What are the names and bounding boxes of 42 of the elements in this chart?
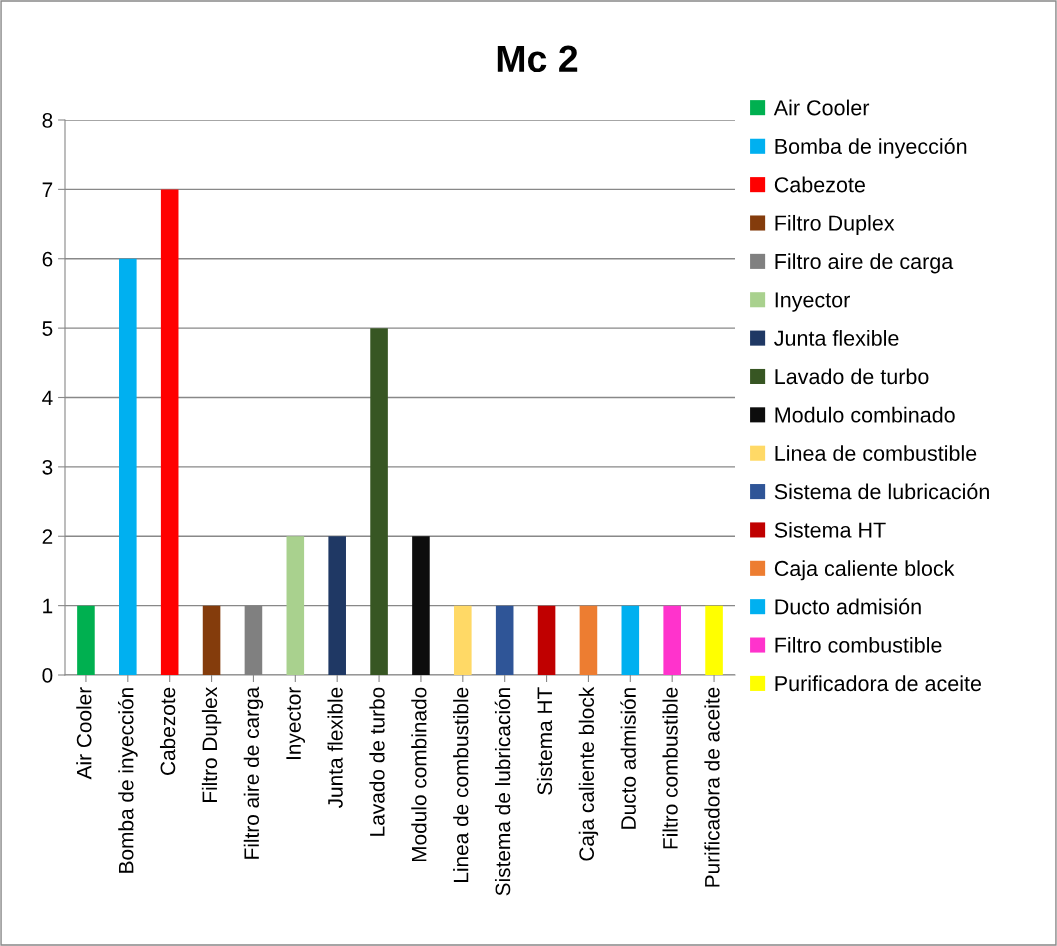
x-tick-label: Bomba de inyección xyxy=(117,688,138,873)
y-tick-label: 1 xyxy=(43,598,53,614)
legend-label: Linea de combustible xyxy=(775,445,977,461)
x-tick-label: Lavado de turbo xyxy=(369,687,385,836)
legend-label: Air Cooler xyxy=(773,99,870,116)
legend-label: Ducto admisión xyxy=(775,598,921,615)
x-tick-label: Linea de combustible xyxy=(453,687,469,882)
x-tick-label: Air Cooler xyxy=(76,687,92,780)
y-tick-label: 3 xyxy=(42,459,53,475)
legend-label: Filtro combustible xyxy=(775,636,942,653)
x-tick-label: Inyector xyxy=(286,687,306,759)
legend-label: Caja caliente block xyxy=(774,560,955,581)
legend-label: Filtro aire de carga xyxy=(775,253,954,274)
x-tick-label: Cabezote xyxy=(159,687,176,775)
y-tick-label: 8 xyxy=(42,113,53,128)
y-tick-label: 6 xyxy=(42,251,53,267)
x-tick-label: Filtro Duplex xyxy=(201,687,222,803)
legend-label: Junta flexible xyxy=(774,330,899,346)
legend-label: Cabezote xyxy=(774,176,865,193)
y-tick-label: 2 xyxy=(42,529,53,544)
x-tick-label: Filtro aire de carga xyxy=(243,686,264,859)
x-tick-label: Modulo combinado xyxy=(411,687,427,862)
legend-label: Purificadora de aceite xyxy=(775,675,982,692)
x-tick-label: Purificadora de aceite xyxy=(704,687,720,887)
legend-label: Filtro Duplex xyxy=(775,214,895,236)
legend-label: Inyector xyxy=(775,292,850,312)
legend-label: Bomba de inyección xyxy=(775,137,967,159)
x-tick-label: Sistema de lubricación xyxy=(494,688,511,896)
y-tick-label: 7 xyxy=(42,182,53,197)
y-tick-label: 0 xyxy=(42,668,53,683)
legend-label: Lavado de turbo xyxy=(775,368,929,385)
x-tick-label: Junta flexible xyxy=(327,687,343,809)
y-tick-label: 4 xyxy=(42,390,53,406)
x-tick-label: Sistema HT xyxy=(536,687,553,795)
x-tick-label: Ducto admisión xyxy=(620,688,636,829)
x-tick-label: Filtro combustible xyxy=(662,687,678,849)
legend-label: Modulo combinado xyxy=(775,406,955,423)
y-tick-label: 5 xyxy=(42,321,53,336)
x-tick-label: Caja caliente block xyxy=(578,686,599,861)
chart-title: Mc 2 xyxy=(497,45,578,73)
legend-label: Sistema de lubricación xyxy=(774,483,989,500)
legend-label: Sistema HT xyxy=(774,521,886,538)
